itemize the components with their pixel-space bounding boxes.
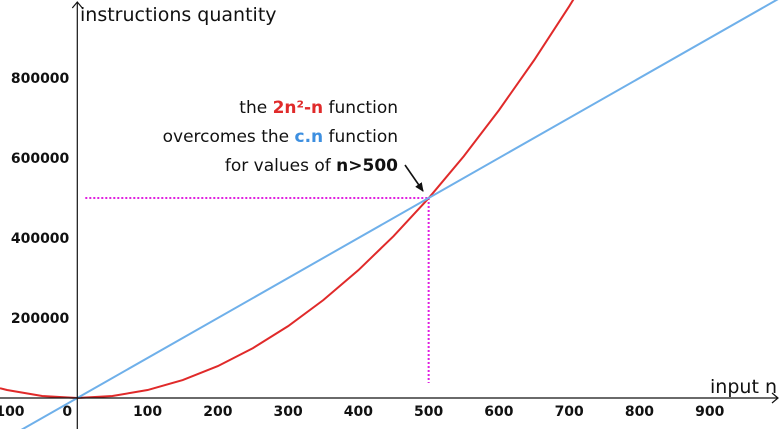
annotation-line: the 2n²-n function — [239, 98, 398, 118]
y-tick-label: 200000 — [11, 311, 70, 327]
x-tick-label: 800 — [625, 404, 654, 420]
y-axis-arrow — [71, 1, 83, 9]
annotation-segment: c.n — [295, 127, 324, 147]
y-axis-label: instructions quantity — [80, 4, 277, 26]
x-tick-label: 200 — [203, 404, 232, 420]
annotation-segment: the — [239, 98, 272, 118]
x-tick-label: 0 — [62, 404, 72, 420]
x-axis-label: input n — [710, 376, 777, 398]
annotation-line: for values of n>500 — [225, 156, 398, 176]
function-curve — [0, 0, 575, 400]
annotation-segment: n>500 — [336, 156, 398, 176]
y-tick-label: 400000 — [11, 231, 70, 247]
y-tick-label: 600000 — [11, 151, 70, 167]
annotation-segment: 2n²-n — [273, 98, 324, 118]
x-tick-label: 100 — [133, 404, 162, 420]
x-tick-label: 300 — [273, 404, 302, 420]
x-tick-label: 500 — [414, 404, 443, 420]
x-axis-arrow — [771, 392, 779, 404]
annotation-segment: function — [323, 98, 398, 118]
annotation-segment: overcomes the — [163, 127, 295, 147]
x-tick-label: -100 — [0, 404, 25, 420]
x-tick-label: 600 — [484, 404, 513, 420]
x-tick-label: 700 — [555, 404, 584, 420]
annotation-line: overcomes the c.n function — [163, 127, 398, 147]
annotation-segment: for values of — [225, 156, 336, 176]
x-tick-label: 900 — [695, 404, 724, 420]
y-tick-label: 800000 — [11, 71, 70, 87]
annotation-segment: function — [323, 127, 398, 147]
annotation-arrow — [404, 164, 424, 192]
x-tick-label: 400 — [344, 404, 373, 420]
